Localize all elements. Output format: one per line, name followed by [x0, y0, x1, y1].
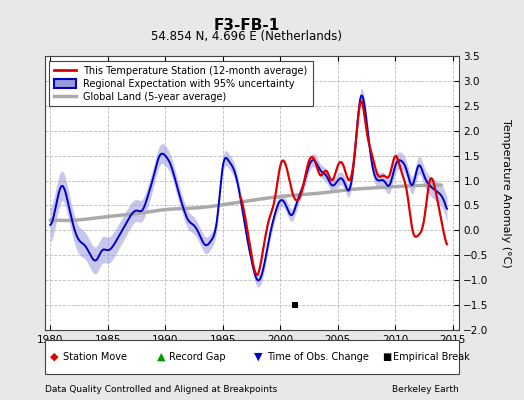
Text: Berkeley Earth: Berkeley Earth: [392, 386, 458, 394]
Text: F3-FB-1: F3-FB-1: [213, 18, 279, 33]
Text: Time of Obs. Change: Time of Obs. Change: [267, 352, 368, 362]
Legend: This Temperature Station (12-month average), Regional Expectation with 95% uncer: This Temperature Station (12-month avera…: [49, 61, 312, 106]
Text: ▼: ▼: [254, 352, 263, 362]
Text: ▲: ▲: [157, 352, 166, 362]
Text: 54.854 N, 4.696 E (Netherlands): 54.854 N, 4.696 E (Netherlands): [151, 30, 342, 43]
Y-axis label: Temperature Anomaly (°C): Temperature Anomaly (°C): [501, 119, 511, 267]
Text: ◆: ◆: [50, 352, 58, 362]
Text: Data Quality Controlled and Aligned at Breakpoints: Data Quality Controlled and Aligned at B…: [45, 386, 277, 394]
Text: Record Gap: Record Gap: [169, 352, 226, 362]
Text: Empirical Break: Empirical Break: [393, 352, 470, 362]
Text: ■: ■: [383, 352, 392, 362]
Text: Station Move: Station Move: [63, 352, 127, 362]
